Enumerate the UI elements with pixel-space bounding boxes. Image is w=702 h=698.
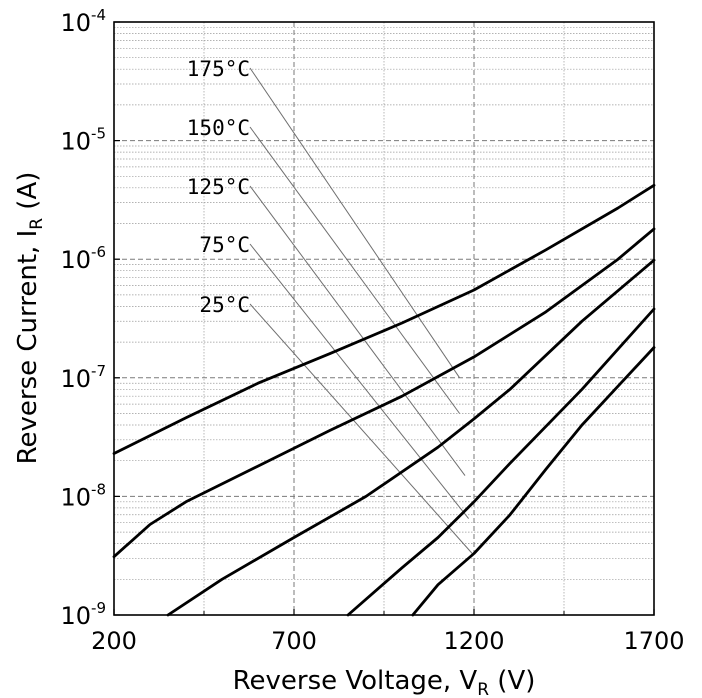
curve-label: 125°C bbox=[187, 175, 250, 199]
series-line bbox=[411, 346, 656, 617]
y-axis-ticks: 10-9 10-8 10-7 10-6 10-5 10-4 bbox=[60, 6, 120, 630]
leader-line bbox=[249, 126, 461, 414]
leader-line bbox=[249, 303, 473, 554]
label-leader-lines bbox=[249, 67, 473, 554]
x-tick-label: 1700 bbox=[623, 627, 684, 655]
x-axis-ticks: 200 700 1200 1700 bbox=[91, 609, 685, 655]
y-tick-label: 10-9 bbox=[60, 599, 106, 630]
leader-line bbox=[249, 185, 466, 476]
y-tick-label: 10-8 bbox=[60, 480, 106, 511]
curve-label: 175°C bbox=[187, 57, 250, 81]
x-tick-label: 700 bbox=[271, 627, 317, 655]
y-tick-label: 10-6 bbox=[60, 243, 106, 274]
series-lines bbox=[112, 183, 656, 617]
y-tick-label: 10-7 bbox=[60, 362, 106, 393]
leader-line bbox=[249, 243, 469, 519]
series-line bbox=[346, 307, 656, 617]
leader-line bbox=[249, 67, 461, 379]
y-axis-title: Reverse Current, IR (A) bbox=[13, 172, 47, 465]
y-tick-label: 10-4 bbox=[60, 6, 106, 37]
curve-labels: 175°C 150°C 125°C 75°C 25°C bbox=[187, 57, 250, 317]
curve-label: 25°C bbox=[199, 293, 250, 317]
x-tick-label: 200 bbox=[91, 627, 137, 655]
y-tick-label: 10-5 bbox=[60, 125, 106, 156]
curve-label: 75°C bbox=[199, 233, 250, 257]
curve-label: 150°C bbox=[187, 116, 250, 140]
x-axis-title: Reverse Voltage, VR (V) bbox=[233, 666, 536, 698]
series-line bbox=[112, 227, 656, 559]
series-line bbox=[166, 258, 656, 617]
grid bbox=[113, 21, 655, 616]
series-line bbox=[112, 183, 656, 455]
x-tick-label: 1200 bbox=[443, 627, 504, 655]
